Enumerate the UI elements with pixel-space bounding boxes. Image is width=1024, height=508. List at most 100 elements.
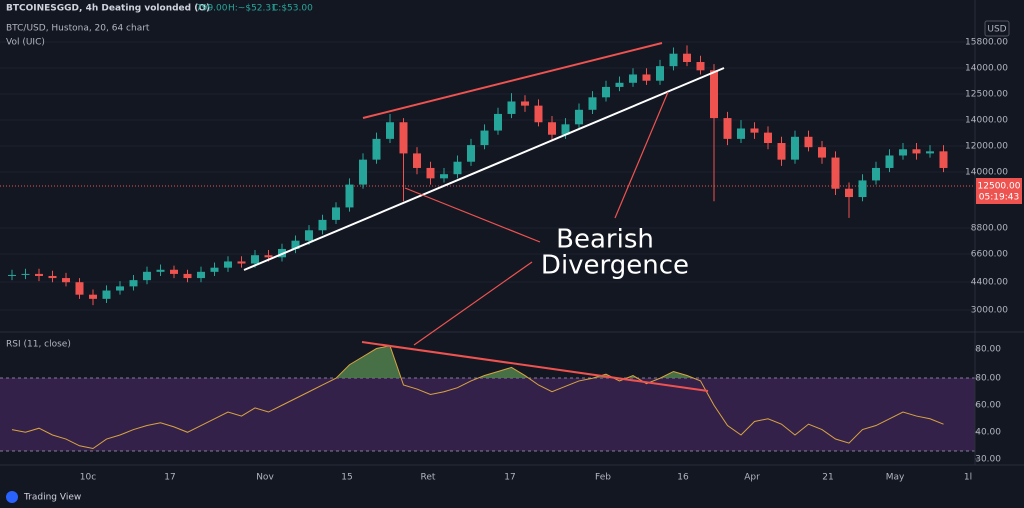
rsi-tick-label: 80.00 — [975, 345, 1001, 355]
candle-body — [548, 122, 556, 135]
candle-body — [710, 70, 718, 119]
rsi-tick-label: 30.00 — [975, 455, 1001, 465]
candle-body — [264, 255, 273, 258]
candle-body — [939, 151, 948, 168]
subtitle: BTC/USD, Hustona, 20, 64 chart — [6, 24, 150, 34]
candle-body — [669, 53, 678, 67]
support-line — [243, 67, 725, 271]
y-tick-label: 12000.00 — [965, 142, 1008, 152]
candle-body — [588, 97, 597, 110]
candle-body — [602, 86, 610, 98]
candle-body — [791, 136, 799, 160]
candle-body — [561, 124, 570, 135]
x-tick-label: 16 — [677, 473, 689, 483]
candle-body — [21, 273, 30, 275]
candle-body — [858, 180, 867, 198]
price-tag-value: 12500.00 — [978, 182, 1021, 192]
pointer — [404, 187, 541, 243]
price-tag — [976, 178, 1022, 204]
candle-body — [170, 269, 178, 274]
resistance-line — [362, 42, 663, 119]
candle-body — [764, 132, 772, 144]
brand-logo[interactable] — [6, 491, 18, 503]
rsi-tick-label: 60.00 — [975, 401, 1001, 411]
candle-body — [899, 149, 907, 156]
y-tick-label: 6600.00 — [971, 250, 1008, 260]
candle-body — [534, 105, 543, 123]
candle-body — [845, 188, 853, 198]
candle-body — [507, 101, 516, 114]
candle-body — [777, 143, 786, 160]
candle-body — [210, 267, 219, 272]
candle-body — [143, 271, 151, 281]
candle-body — [885, 155, 894, 168]
candle-body — [237, 261, 246, 264]
candle-body — [804, 136, 813, 148]
candle-body — [818, 147, 826, 158]
candle-body — [197, 271, 205, 279]
x-tick-label: 21 — [822, 473, 833, 483]
brand[interactable]: Trading View — [23, 493, 81, 503]
candle-body — [305, 230, 313, 241]
candle-body — [62, 278, 70, 283]
candle-body — [912, 149, 921, 154]
candle-body — [332, 207, 340, 220]
candle-body — [291, 240, 300, 249]
candle-body — [872, 167, 880, 181]
rsi-divergence-line — [361, 341, 709, 392]
ohlc-open: 799.00 — [196, 4, 228, 14]
candle-body — [116, 286, 124, 291]
x-tick-label: 17 — [164, 473, 175, 483]
candle-body — [89, 294, 97, 299]
candle-body — [386, 122, 394, 139]
annotation: Bearish — [556, 225, 654, 255]
candle-body — [521, 101, 529, 106]
pointer — [413, 261, 533, 346]
symbol-title: BTCOINESGGD, 4h Deating volonded (O) — [6, 4, 210, 14]
x-tick-label: May — [886, 473, 905, 483]
rsi-tick-label: 80.00 — [975, 374, 1001, 384]
currency[interactable]: USD — [987, 25, 1006, 35]
y-tick-label: 14000.00 — [965, 168, 1008, 178]
candle-body — [629, 74, 637, 83]
candle-body — [696, 62, 705, 71]
candle-body — [413, 153, 421, 168]
candle-body — [926, 151, 934, 154]
currency-box[interactable] — [984, 20, 1010, 37]
candle-body — [494, 113, 502, 131]
rsi-label: RSI (11, close) — [6, 340, 71, 350]
candle-body — [723, 118, 732, 139]
x-tick-label: Feb — [595, 473, 611, 483]
x-tick-label: Apr — [744, 473, 760, 483]
candle-body — [8, 274, 16, 276]
candle-body — [318, 219, 327, 231]
candle-body — [615, 82, 624, 87]
candle-body — [656, 66, 664, 81]
y-tick-label: 15800.00 — [965, 38, 1008, 48]
countdown: 05:19:43 — [979, 193, 1019, 203]
candle-body — [399, 122, 408, 154]
ohlc-high: H:~$52.31 — [228, 4, 277, 14]
candle-body — [750, 128, 759, 133]
x-tick-label: Nov — [256, 473, 274, 483]
x-tick-label: Ret — [421, 473, 436, 483]
y-tick-label: 3000.00 — [971, 306, 1008, 316]
y-tick-label: 14000.00 — [965, 116, 1008, 126]
y-tick-label: 12500.00 — [965, 90, 1008, 100]
candle-body — [129, 280, 138, 287]
candle-body — [183, 273, 192, 279]
candle-body — [359, 159, 367, 185]
candle-body — [224, 261, 232, 268]
candle-body — [642, 74, 651, 81]
candle-body — [345, 184, 354, 208]
candle-body — [575, 109, 583, 125]
rsi-line — [11, 345, 944, 450]
x-tick-label: 17 — [504, 473, 515, 483]
candle-body — [453, 161, 462, 175]
y-tick-label: 14000.00 — [965, 64, 1008, 74]
candle-body — [35, 273, 43, 276]
candle-body — [372, 138, 381, 160]
candle-body — [737, 128, 745, 139]
candle-body — [440, 174, 448, 179]
